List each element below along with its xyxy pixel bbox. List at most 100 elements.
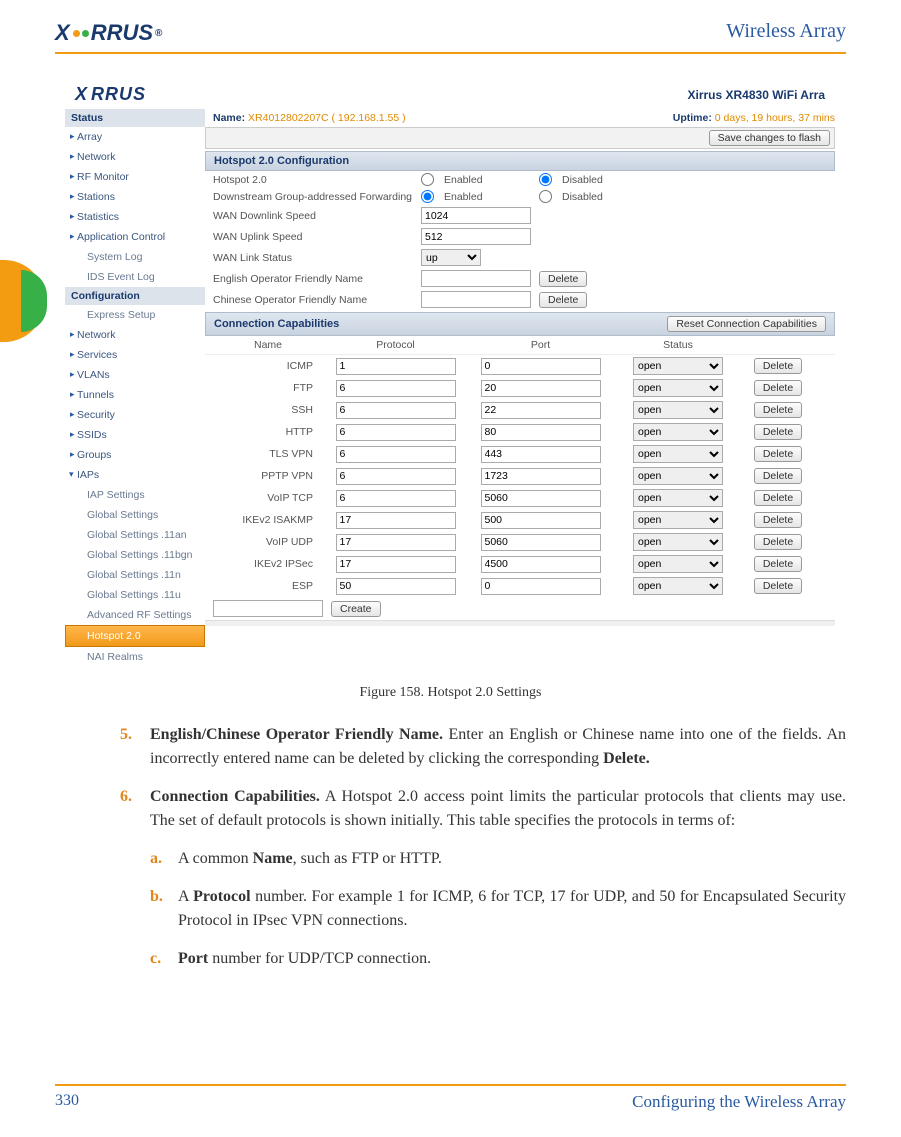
cap-proto-input[interactable] [336, 424, 456, 441]
chi-delete-button[interactable]: Delete [539, 292, 587, 308]
sidebar-item-stations[interactable]: Stations [65, 187, 205, 207]
create-button[interactable]: Create [331, 601, 381, 617]
sidebar-item-statistics[interactable]: Statistics [65, 207, 205, 227]
wan-up-input[interactable] [421, 228, 531, 245]
sidebar-item-iapsettings[interactable]: IAP Settings [65, 485, 205, 505]
page-footer: 330 Configuring the Wireless Array [55, 1084, 846, 1112]
reset-cap-button[interactable]: Reset Connection Capabilities [667, 316, 826, 332]
cap-port-input[interactable] [481, 380, 601, 397]
cap-name: TLS VPN [213, 448, 323, 460]
eng-delete-button[interactable]: Delete [539, 271, 587, 287]
create-name-input[interactable] [213, 600, 323, 617]
cap-status-select[interactable]: open [633, 423, 723, 441]
cap-proto-input[interactable] [336, 578, 456, 595]
cap-status-select[interactable]: open [633, 445, 723, 463]
cap-status-select[interactable]: open [633, 379, 723, 397]
page-number: 330 [55, 1092, 79, 1112]
sidebar-item-ssids[interactable]: SSIDs [65, 425, 205, 445]
sidebar-item-express[interactable]: Express Setup [65, 305, 205, 325]
sidebar-item-iaps[interactable]: IAPs [65, 465, 205, 485]
sidebar-item-vlans[interactable]: VLANs [65, 365, 205, 385]
sidebar-item-rfmonitor[interactable]: RF Monitor [65, 167, 205, 187]
sidebar-item-nairealms[interactable]: NAI Realms [65, 647, 205, 667]
sidebar-item-array[interactable]: Array [65, 127, 205, 147]
cap-delete-button[interactable]: Delete [754, 578, 802, 594]
eng-name-input[interactable] [421, 270, 531, 287]
cap-row: HTTPopenDelete [205, 421, 835, 443]
cap-port-input[interactable] [481, 468, 601, 485]
cap-status-select[interactable]: open [633, 577, 723, 595]
sidebar-item-global11n[interactable]: Global Settings .11n [65, 565, 205, 585]
dgaf-enabled-radio[interactable] [421, 190, 434, 203]
sidebar-item-global11u[interactable]: Global Settings .11u [65, 585, 205, 605]
sidebar-item-global[interactable]: Global Settings [65, 505, 205, 525]
cap-delete-button[interactable]: Delete [754, 446, 802, 462]
sidebar-item-hotspot[interactable]: Hotspot 2.0 [65, 625, 205, 647]
chi-name-input[interactable] [421, 291, 531, 308]
cap-status-select[interactable]: open [633, 467, 723, 485]
cap-proto-input[interactable] [336, 534, 456, 551]
cap-port-input[interactable] [481, 556, 601, 573]
cap-row: PPTP VPNopenDelete [205, 465, 835, 487]
cap-port-input[interactable] [481, 512, 601, 529]
cap-port-input[interactable] [481, 358, 601, 375]
cap-delete-button[interactable]: Delete [754, 380, 802, 396]
cap-status-select[interactable]: open [633, 357, 723, 375]
wan-link-select[interactable]: up [421, 249, 481, 266]
cap-port-input[interactable] [481, 534, 601, 551]
cap-port-input[interactable] [481, 446, 601, 463]
wan-down-input[interactable] [421, 207, 531, 224]
cap-delete-button[interactable]: Delete [754, 512, 802, 528]
sidebar-item-cfnetwork[interactable]: Network [65, 325, 205, 345]
sidebar-item-services[interactable]: Services [65, 345, 205, 365]
cap-proto-input[interactable] [336, 380, 456, 397]
cap-proto-input[interactable] [336, 358, 456, 375]
hotspot-enabled-radio[interactable] [421, 173, 434, 186]
cap-status-select[interactable]: open [633, 555, 723, 573]
xirrus-logo: XRRUS® [55, 20, 163, 46]
sidebar-head-config: Configuration [65, 287, 205, 305]
cap-proto-input[interactable] [336, 490, 456, 507]
save-button[interactable]: Save changes to flash [709, 130, 830, 146]
sidebar-item-appcontrol[interactable]: Application Control [65, 227, 205, 247]
cap-name: VoIP UDP [213, 536, 323, 548]
cap-delete-button[interactable]: Delete [754, 556, 802, 572]
figure-caption: Figure 158. Hotspot 2.0 Settings [55, 685, 846, 701]
cap-name: ESP [213, 580, 323, 592]
sidebar-item-network[interactable]: Network [65, 147, 205, 167]
cap-delete-button[interactable]: Delete [754, 468, 802, 484]
sidebar-item-advrf[interactable]: Advanced RF Settings [65, 605, 205, 625]
cap-port-input[interactable] [481, 578, 601, 595]
sidebar-item-systemlog[interactable]: System Log [65, 247, 205, 267]
cap-status-select[interactable]: open [633, 401, 723, 419]
cap-delete-button[interactable]: Delete [754, 402, 802, 418]
sidebar-item-security[interactable]: Security [65, 405, 205, 425]
document-title: Wireless Array [726, 20, 846, 43]
cap-status-select[interactable]: open [633, 511, 723, 529]
sidebar-item-tunnels[interactable]: Tunnels [65, 385, 205, 405]
sub-num-b: b. [150, 885, 178, 933]
cap-delete-button[interactable]: Delete [754, 534, 802, 550]
sidebar-item-idslog[interactable]: IDS Event Log [65, 267, 205, 287]
footer-title: Configuring the Wireless Array [632, 1092, 846, 1112]
hotspot-disabled-radio[interactable] [539, 173, 552, 186]
sidebar-item-global11an[interactable]: Global Settings .11an [65, 525, 205, 545]
cap-proto-input[interactable] [336, 556, 456, 573]
cap-proto-input[interactable] [336, 468, 456, 485]
cap-status-select[interactable]: open [633, 533, 723, 551]
hotspot-label: Hotspot 2.0 [213, 174, 413, 186]
sidebar-item-global11bgn[interactable]: Global Settings .11bgn [65, 545, 205, 565]
cap-port-input[interactable] [481, 424, 601, 441]
sub-item-a: A common Name, such as FTP or HTTP. [178, 847, 846, 871]
cap-delete-button[interactable]: Delete [754, 358, 802, 374]
sidebar-item-groups[interactable]: Groups [65, 445, 205, 465]
cap-proto-input[interactable] [336, 512, 456, 529]
cap-port-input[interactable] [481, 490, 601, 507]
dgaf-disabled-radio[interactable] [539, 190, 552, 203]
cap-proto-input[interactable] [336, 446, 456, 463]
cap-port-input[interactable] [481, 402, 601, 419]
cap-delete-button[interactable]: Delete [754, 424, 802, 440]
cap-status-select[interactable]: open [633, 489, 723, 507]
cap-proto-input[interactable] [336, 402, 456, 419]
cap-delete-button[interactable]: Delete [754, 490, 802, 506]
